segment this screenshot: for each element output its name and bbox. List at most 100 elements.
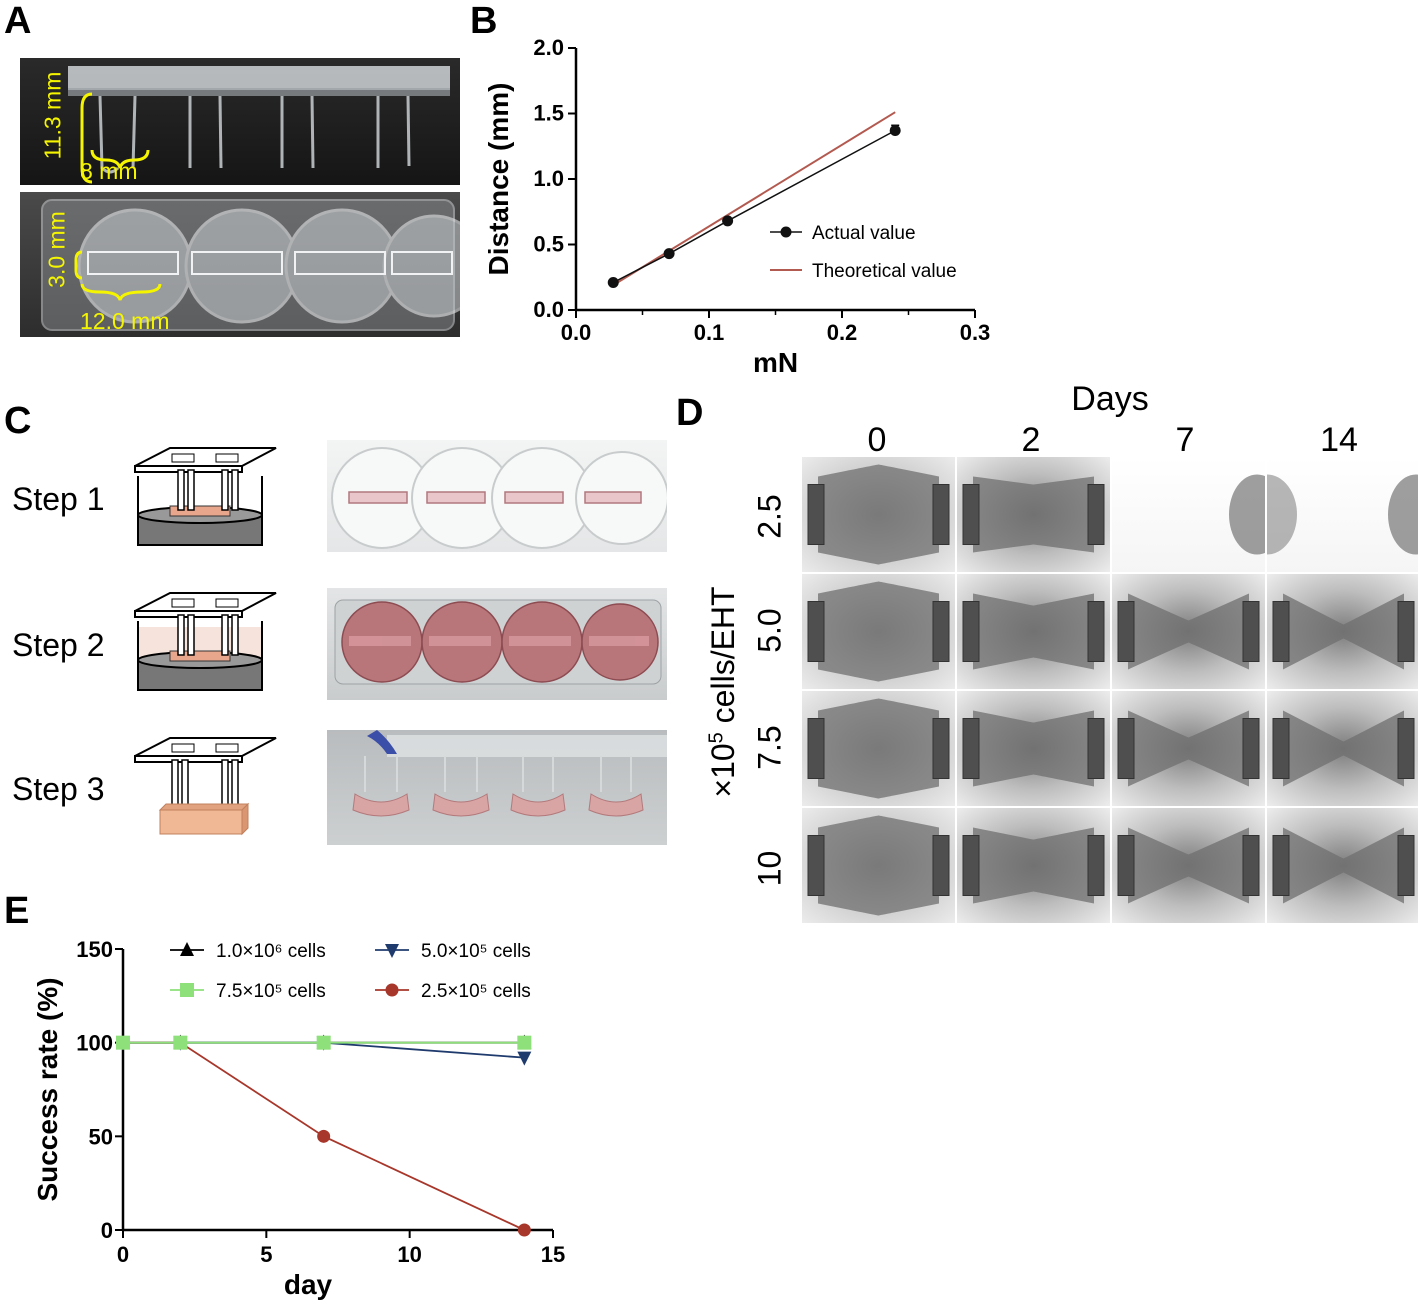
ehT-tissue-drawing [1229, 474, 1265, 555]
actual-value-point [607, 276, 619, 288]
well-width-label: 12.0 mm [80, 308, 170, 334]
ehT-tissue-drawing [962, 710, 1105, 787]
side-brackets [80, 92, 150, 184]
device-top-drawing [41, 199, 460, 331]
ehT-image-cell [1267, 457, 1418, 572]
actual-value-point [889, 125, 901, 137]
y-tick-label: 50 [89, 1124, 113, 1149]
ehT-image-cell [1112, 691, 1265, 806]
ehT-image-cell [802, 808, 955, 923]
row-axis-label-exp: 5 [705, 732, 728, 744]
legend-theoretical-label: Theoretical value [812, 261, 957, 282]
panel-letter-a: A [4, 0, 32, 42]
legend-label: 7.5×10⁵ cells [216, 981, 326, 1002]
panel-b-chart: 0.0 0.5 1.0 1.5 2.0 0.0 0.1 0.2 0.3 mN Distance (m… [483, 35, 991, 378]
y-tick-label: 0 [101, 1218, 113, 1243]
y-tick-label: 0.5 [533, 232, 564, 257]
panel-a-side-photo: 11.3 mm 8 mm [20, 58, 460, 185]
day-label-0: 0 [867, 421, 887, 459]
row-label-7-5: 7.5 [751, 725, 788, 770]
ehT-image-grid [802, 457, 1418, 923]
row-axis-label: ×105 cells/EHT [705, 557, 745, 827]
x-tick-label: 0 [117, 1242, 129, 1267]
ehT-image-cell [1267, 574, 1418, 689]
panel-letter-b: B [470, 0, 498, 42]
step-1-schematic [134, 447, 277, 546]
ehT-image-cell [802, 457, 955, 572]
panel-letter-c: C [4, 400, 32, 442]
series-point [173, 1035, 188, 1050]
actual-value-line [612, 129, 896, 284]
ehT-tissue-drawing [807, 815, 950, 916]
x-axis-label: mN [753, 347, 798, 378]
ehT-image-cell [1112, 574, 1265, 689]
x-tick-label: 0.1 [694, 320, 725, 345]
ehT-image-cell [802, 691, 955, 806]
y-tick-label: 0.0 [533, 297, 564, 322]
panel-e-chart: 0 50 100 150 0 5 10 15 day Success rate (%) 1.0×10… [32, 937, 565, 1300]
ehT-image-cell [957, 457, 1110, 572]
step-3-schematic [134, 737, 277, 836]
ehT-tissue-drawing [962, 593, 1105, 670]
panel-letter-d: D [676, 392, 704, 434]
width-label: 8 mm [80, 158, 138, 184]
legend-marker [385, 944, 399, 958]
step-3-label: Step 3 [12, 771, 105, 807]
legend-label: 5.0×10⁵ cells [421, 941, 531, 962]
row-label-2-5: 2.5 [751, 494, 788, 539]
series-point [116, 1035, 130, 1050]
series-point [317, 1129, 331, 1143]
ehT-tissue-drawing [1117, 593, 1260, 670]
legend-label: 1.0×10⁶ cells [216, 941, 326, 962]
device-side-drawing [68, 66, 450, 174]
ehT-tissue-drawing [1267, 474, 1418, 555]
legend-marker [180, 942, 194, 956]
series-point [316, 1035, 331, 1050]
ehT-tissue-drawing [1272, 593, 1415, 670]
ehT-tissue-drawing [1117, 710, 1260, 787]
panel-letter-e: E [4, 890, 30, 932]
ehT-image-cell [1112, 808, 1265, 923]
ehT-tissue-drawing [807, 581, 950, 682]
well-height-label: 3.0 mm [43, 211, 70, 288]
legend-actual-marker [780, 226, 792, 238]
row-axis-label-suffix: cells/EHT [705, 586, 741, 733]
series-point [517, 1035, 532, 1050]
ehT-tissue-drawing [807, 698, 950, 799]
ehT-tissue-drawing [962, 476, 1105, 553]
ehT-tissue-drawing [1117, 827, 1260, 904]
y-tick-label: 1.0 [533, 166, 564, 191]
step-2-schematic [134, 592, 277, 691]
ehT-image-cell [957, 691, 1110, 806]
x-tick-label: 0.0 [561, 320, 592, 345]
theoretical-value-line [612, 111, 896, 286]
ehT-image-cell [1267, 808, 1418, 923]
day-label-7: 7 [1175, 421, 1195, 459]
x-tick-label: 5 [260, 1242, 272, 1267]
ehT-tissue-drawing [962, 827, 1105, 904]
actual-value-point [722, 215, 734, 227]
y-tick-label: 1.5 [533, 101, 564, 126]
actual-value-point [663, 248, 675, 260]
row-label-5-0: 5.0 [751, 608, 788, 653]
x-tick-label: 10 [397, 1242, 421, 1267]
step-1-label: Step 1 [12, 481, 105, 517]
x-tick-label: 0.3 [960, 320, 991, 345]
ehT-tissue-drawing [1272, 710, 1415, 787]
ehT-tissue-drawing [807, 464, 950, 565]
days-header: Days [1071, 380, 1149, 418]
step-1-photo [327, 440, 667, 552]
series-point [517, 1223, 531, 1237]
ehT-image-cell [802, 574, 955, 689]
panel-a-top-photo: 3.0 mm 12.0 mm [20, 192, 460, 337]
x-axis-label: day [284, 1269, 333, 1300]
day-label-2: 2 [1021, 421, 1041, 459]
legend-actual-label: Actual value [812, 223, 916, 244]
legend-marker [180, 983, 194, 997]
legend-label: 2.5×10⁵ cells [421, 981, 531, 1002]
step-2-label: Step 2 [12, 627, 105, 663]
y-tick-label: 100 [76, 1031, 113, 1056]
y-axis-label: Success rate (%) [32, 977, 63, 1201]
step-2-photo [327, 588, 667, 700]
x-tick-label: 15 [541, 1242, 565, 1267]
